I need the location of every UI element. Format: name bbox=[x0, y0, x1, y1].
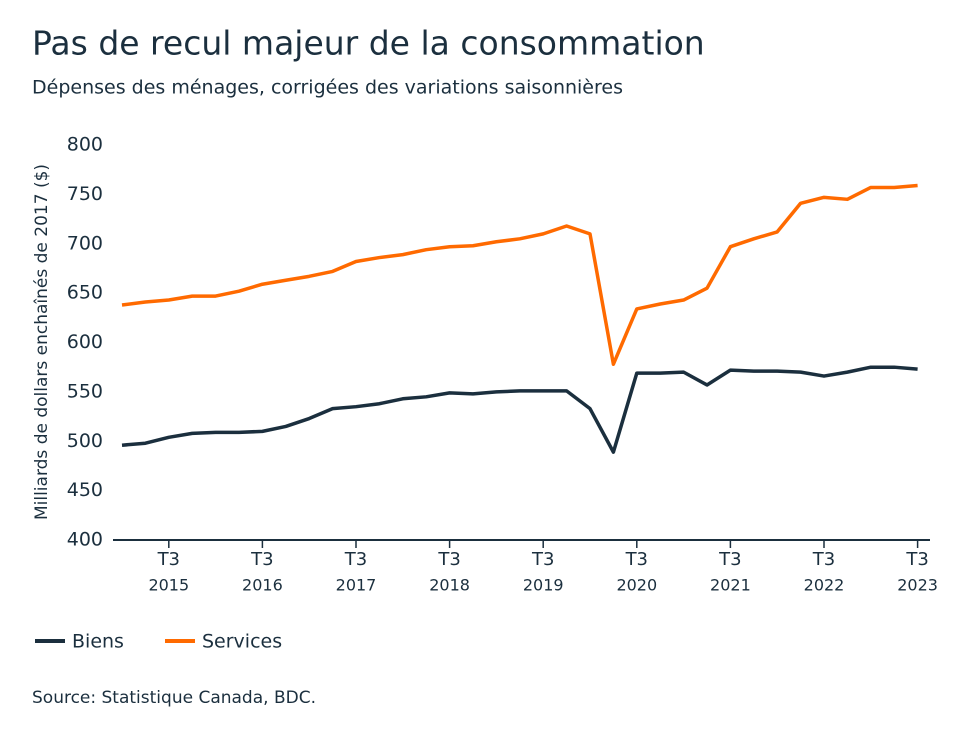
x-tick-label: T3 bbox=[250, 549, 273, 570]
y-tick-label: 800 bbox=[67, 134, 103, 156]
x-tick-label: 2019 bbox=[523, 576, 564, 595]
line-series bbox=[121, 183, 918, 366]
y-tick-label: 600 bbox=[67, 331, 103, 353]
x-tick-label: 2020 bbox=[616, 576, 657, 595]
y-tick-label: 400 bbox=[67, 529, 103, 551]
x-tick-label: 2015 bbox=[148, 576, 189, 595]
x-tick-label: 2018 bbox=[429, 576, 470, 595]
chart-subtitle: Dépenses des ménages, corrigées des vari… bbox=[32, 77, 623, 99]
x-tick-label: T3 bbox=[718, 549, 741, 570]
y-tick-label: 750 bbox=[67, 183, 103, 205]
y-tick-label: 650 bbox=[67, 282, 103, 304]
legend-label: Services bbox=[202, 631, 282, 653]
y-tick-label: 700 bbox=[67, 232, 103, 254]
x-tick-label: 2016 bbox=[242, 576, 283, 595]
source: Source: Statistique Canada, BDC. bbox=[32, 688, 316, 708]
chart-title: Pas de recul majeur de la consommation bbox=[32, 24, 705, 63]
x-tick-label: 2023 bbox=[897, 576, 938, 595]
x-tick-label: 2017 bbox=[336, 576, 377, 595]
line-series bbox=[121, 365, 918, 454]
x-tick-label: T3 bbox=[625, 549, 648, 570]
x-tick-label: 2022 bbox=[804, 576, 845, 595]
x-tick-label: 2021 bbox=[710, 576, 751, 595]
legend-label: Biens bbox=[72, 631, 124, 653]
x-tick-label: T3 bbox=[157, 549, 180, 570]
y-tick-label: 450 bbox=[67, 479, 103, 501]
x-tick-label: T3 bbox=[531, 549, 554, 570]
y-tick-label: 500 bbox=[67, 430, 103, 452]
x-tick-label: T3 bbox=[905, 549, 928, 570]
y-tick-label: 550 bbox=[67, 380, 103, 402]
x-tick-label: T3 bbox=[812, 549, 835, 570]
x-tick-label: T3 bbox=[437, 549, 460, 570]
x-tick-label: T3 bbox=[344, 549, 367, 570]
y-axis-title: Milliards de dollars enchaînés de 2017 (… bbox=[32, 164, 52, 520]
